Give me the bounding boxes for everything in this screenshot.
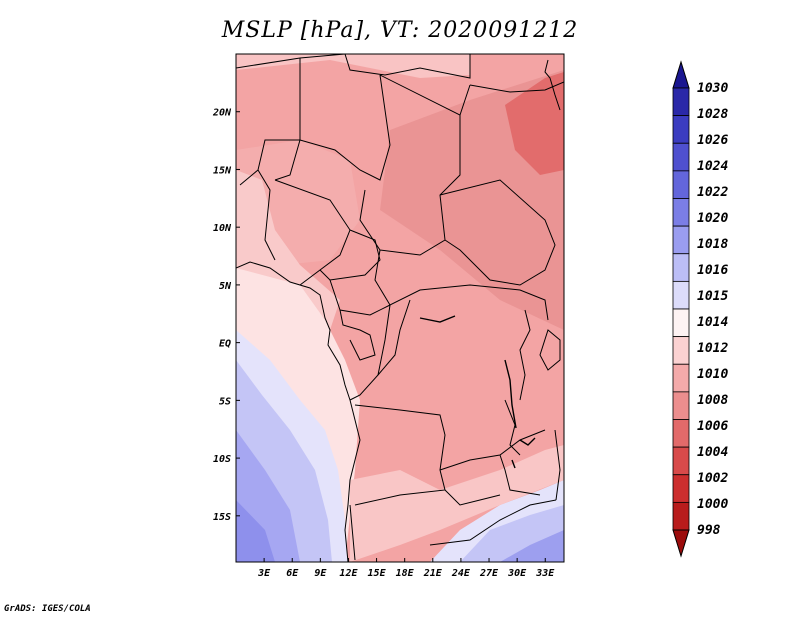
y-tick-label: 10S <box>213 454 231 465</box>
colorbar-segment <box>672 142 690 172</box>
field-1020-band <box>236 500 275 562</box>
colorbar-label: 1030 <box>697 81 728 96</box>
x-tick-label: 27E <box>479 568 499 579</box>
map-field <box>236 54 564 562</box>
x-tick-label: 24E <box>451 568 471 579</box>
colorbar-segment <box>672 501 690 531</box>
colorbar-label: 1022 <box>697 185 728 200</box>
colorbar-label: 1016 <box>697 263 728 278</box>
colorbar-segment <box>672 115 690 144</box>
field-1006-sudan-low <box>505 72 564 175</box>
colorbar-segment <box>672 198 690 227</box>
colorbar: 1030 1028 1026 1024 1022 1020 1018 1016 1015 1014… <box>672 60 728 558</box>
colorbar-label: 1028 <box>697 107 728 122</box>
colorbar-label: 1014 <box>697 315 728 330</box>
colorbar-label: 1006 <box>697 419 728 434</box>
x-tick-label: 21E <box>423 568 443 579</box>
colorbar-segment <box>672 280 690 310</box>
x-tick-label: 33E <box>535 568 555 579</box>
chart-title: MSLP [hPa], VT: 2020091212 <box>221 18 579 43</box>
colorbar-bottom-arrow <box>672 529 690 558</box>
colorbar-segment <box>672 87 690 117</box>
country-boundaries <box>236 54 564 561</box>
grads-credit: GrADS: IGES/COLA <box>4 604 91 614</box>
coastline <box>236 261 361 562</box>
y-tick-label: 10N <box>213 223 232 234</box>
y-tick-label: 15N <box>213 165 232 176</box>
colorbar-label: 1026 <box>697 133 728 148</box>
field-1012-south <box>350 445 564 562</box>
y-tick-label: 15S <box>213 512 231 523</box>
colorbar-segment <box>672 446 690 476</box>
colorbar-label: 1018 <box>697 237 728 252</box>
y-tick-label: 20N <box>212 108 232 119</box>
colorbar-segment <box>672 474 690 503</box>
colorbar-label: 1000 <box>697 497 728 512</box>
field-se-1018 <box>500 530 564 562</box>
y-tick-label: 5N <box>219 281 232 292</box>
colorbar-segment <box>672 419 690 448</box>
colorbar-label: 1010 <box>697 367 728 382</box>
y-tick-label: EQ <box>219 339 231 350</box>
colorbar-label: 1008 <box>697 393 728 408</box>
colorbar-segment <box>672 308 690 338</box>
colorbar-label: 1002 <box>697 471 728 486</box>
map-frame <box>235 53 565 563</box>
field-1012-north <box>236 54 470 78</box>
colorbar-label: 1015 <box>697 289 728 304</box>
x-tick-label: 18E <box>396 568 415 579</box>
colorbar-label: 1020 <box>697 211 728 226</box>
x-tick-label: 15E <box>368 568 387 579</box>
x-tick-label: 12E <box>339 568 358 579</box>
x-tick-label: 30E <box>507 568 527 579</box>
colorbar-segment <box>672 225 690 255</box>
colorbar-segment <box>672 253 690 282</box>
axes: 3E 6E 9E 12E 15E 18E 21E 24E 27E 30E 33E 20N 15N 10N 5… <box>212 108 555 579</box>
colorbar-segment <box>672 363 690 393</box>
x-tick-label: 9E <box>314 568 327 579</box>
colorbar-top-arrow <box>672 60 690 89</box>
colorbar-label: 998 <box>697 523 721 538</box>
x-tick-label: 6E <box>286 568 299 579</box>
red-sea-coast <box>544 59 561 111</box>
colorbar-segment <box>672 170 690 199</box>
colorbar-label: 1012 <box>697 341 728 356</box>
x-tick-label: 3E <box>257 568 271 579</box>
colorbar-label: 1024 <box>697 159 728 174</box>
colorbar-label: 1004 <box>697 445 728 460</box>
colorbar-segment <box>672 391 690 420</box>
lakes <box>419 315 536 469</box>
y-tick-label: 5S <box>219 396 231 407</box>
colorbar-segment <box>672 336 690 365</box>
